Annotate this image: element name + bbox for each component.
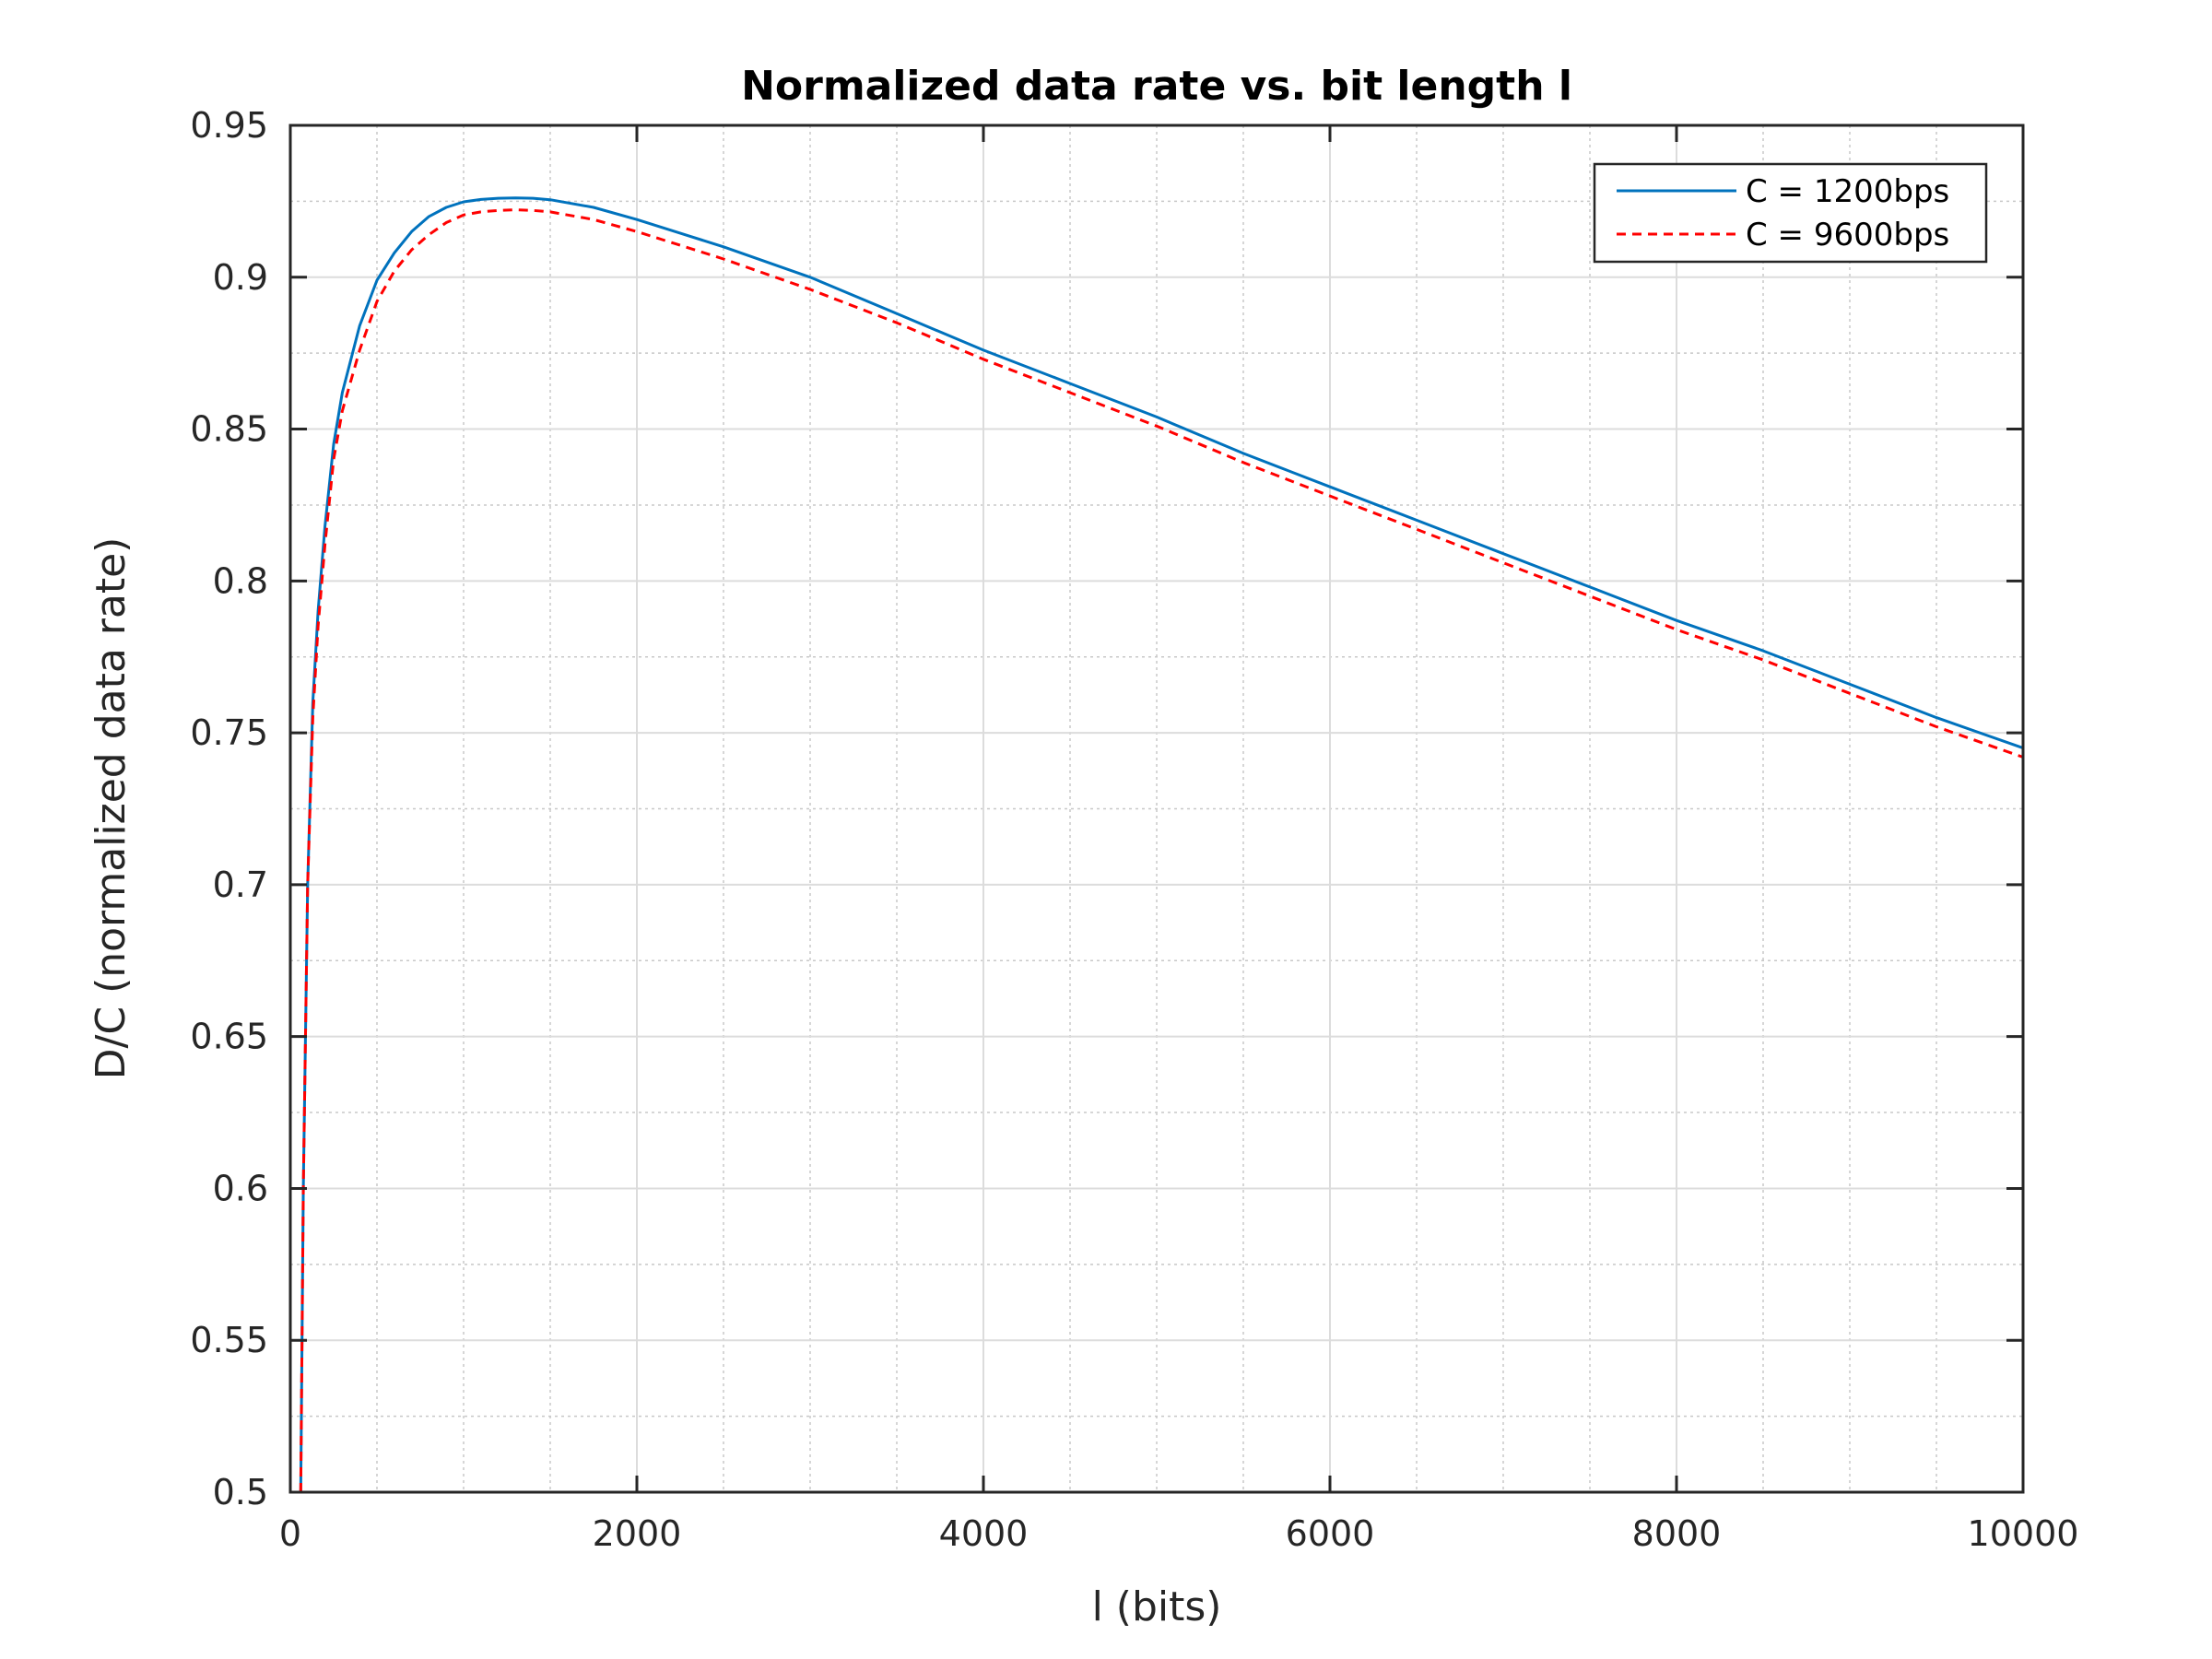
plot-frame [288, 124, 2025, 1494]
x-tick-label: 6000 [1286, 1513, 1375, 1554]
y-tick-label: 0.7 [213, 865, 268, 905]
x-tick-label: 0 [279, 1513, 301, 1554]
y-tick-label: 0.95 [190, 105, 268, 146]
legend: C = 1200bps C = 9600bps [1593, 162, 1988, 264]
y-tick-label: 0.85 [190, 409, 268, 450]
x-tick-label: 2000 [593, 1513, 682, 1554]
y-tick-label: 0.8 [213, 560, 268, 601]
legend-label-series-1: C = 1200bps [1746, 173, 1949, 210]
ticks-layer: 0 2000 4000 6000 8000 10000 0.5 0.55 0.6 0.65 0.7 0… [190, 105, 2078, 1554]
legend-label-series-2: C = 9600bps [1746, 217, 1949, 253]
y-tick-label: 0.5 [213, 1472, 268, 1512]
legend-box [1593, 162, 1988, 264]
y-tick-label: 0.9 [213, 257, 268, 298]
y-tick-label: 0.6 [213, 1168, 268, 1208]
x-tick-label: 8000 [1632, 1513, 1722, 1554]
series-line-2 [299, 208, 2024, 1493]
x-tick-label: 4000 [939, 1513, 1029, 1554]
minor-grid [290, 125, 2023, 1492]
x-axis-label: l (bits) [1092, 1583, 1222, 1630]
y-tick-label: 0.65 [190, 1017, 268, 1057]
x-tick-label: 10000 [1968, 1513, 2079, 1554]
y-tick-label: 0.55 [190, 1320, 268, 1360]
y-tick-label: 0.75 [190, 712, 268, 753]
series-line-1 [299, 196, 2024, 1493]
chart-title: Normalized data rate vs. bit length l [741, 63, 1572, 110]
y-axis-label: D/C (normalized data rate) [88, 537, 135, 1080]
series-layer [299, 196, 2024, 1493]
